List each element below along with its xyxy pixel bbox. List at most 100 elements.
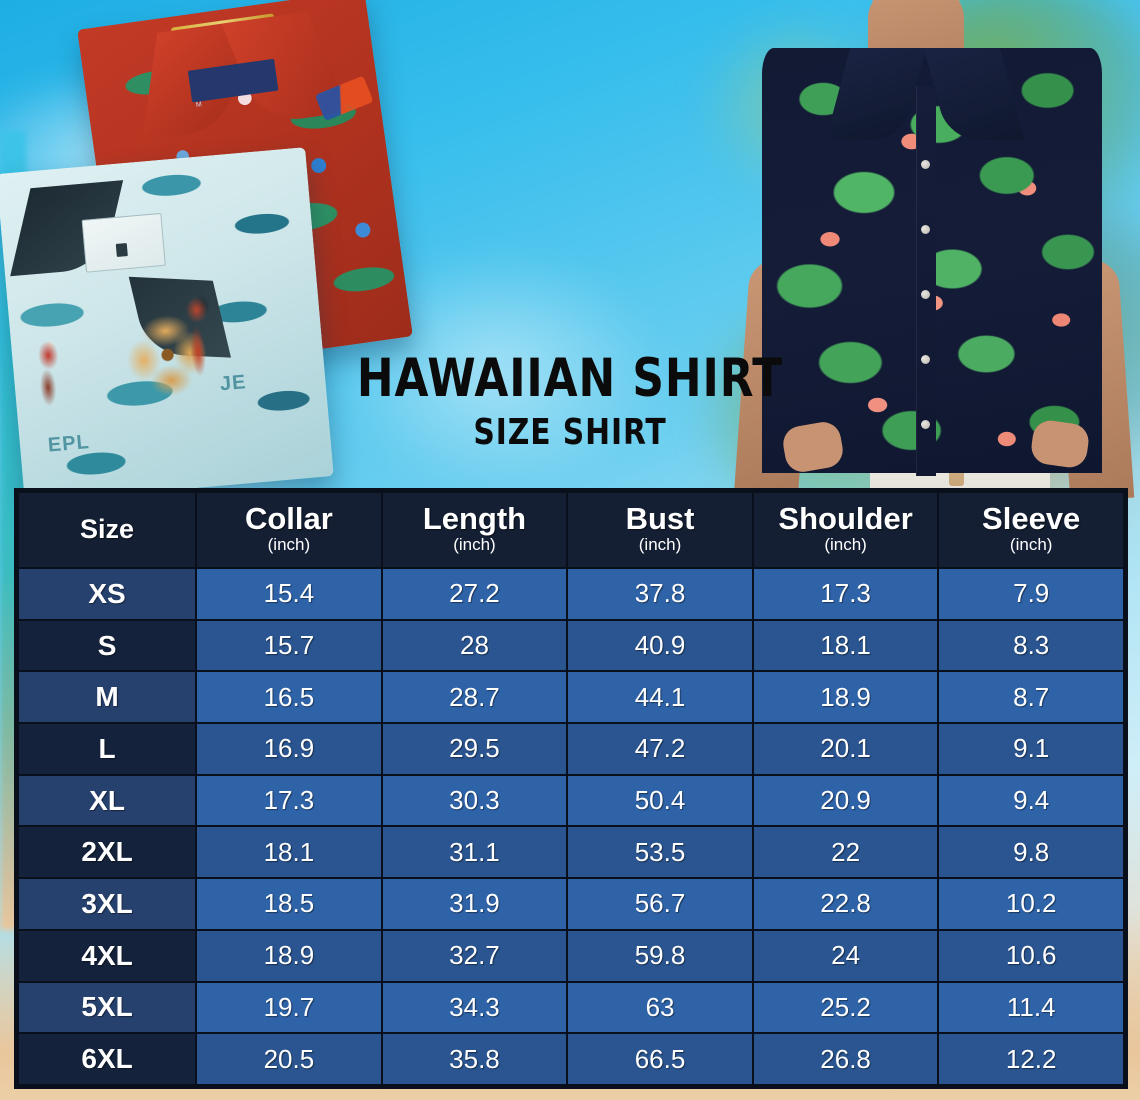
cell-size: 6XL <box>19 1034 196 1084</box>
cell-size: 2XL <box>19 827 196 878</box>
size-chart-table-wrapper: Size Collar (inch) Length (inch) Bust (i… <box>14 488 1128 1089</box>
title-block: HAWAIIAN SHIRT SIZE SHIRT <box>330 352 810 451</box>
column-header-bust: Bust (inch) <box>568 493 752 567</box>
cell-sleeve: 8.3 <box>939 620 1123 671</box>
cell-collar: 20.5 <box>197 1034 381 1084</box>
cell-shoulder: 18.1 <box>753 620 938 671</box>
shirt-button <box>921 290 930 299</box>
cell-bust: 59.8 <box>568 930 752 981</box>
table-row: L 16.9 29.5 47.2 20.1 9.1 <box>19 724 1123 774</box>
cell-size: S <box>19 620 196 671</box>
column-header-collar: Collar (inch) <box>197 493 381 567</box>
cell-shoulder: 20.1 <box>753 724 938 774</box>
print-text: EPL <box>47 431 91 457</box>
cell-bust: 56.7 <box>568 879 752 929</box>
cell-length: 28 <box>382 620 567 671</box>
cell-length: 30.3 <box>382 775 567 826</box>
column-header-shoulder-unit: (inch) <box>824 535 867 555</box>
cell-sleeve: 9.8 <box>939 827 1123 878</box>
cell-bust: 50.4 <box>568 775 752 826</box>
cell-sleeve: 11.4 <box>939 982 1123 1033</box>
cell-sleeve: 12.2 <box>939 1034 1123 1084</box>
cell-sleeve: 9.1 <box>939 724 1123 774</box>
column-header-sleeve-label: Sleeve <box>982 500 1081 536</box>
cell-bust: 66.5 <box>568 1034 752 1084</box>
column-header-length: Length (inch) <box>382 493 567 567</box>
column-header-bust-label: Bust <box>625 500 695 536</box>
table-body: XS 15.4 27.2 37.8 17.3 7.9 S 15.7 28 40.… <box>19 569 1123 1084</box>
cell-length: 28.7 <box>382 672 567 723</box>
cell-size: XS <box>19 569 196 619</box>
cell-collar: 19.7 <box>197 982 381 1033</box>
print-text: JE <box>219 370 248 396</box>
table-header: Size Collar (inch) Length (inch) Bust (i… <box>19 493 1123 567</box>
cell-collar: 18.5 <box>197 879 381 929</box>
cell-size: 4XL <box>19 930 196 981</box>
cell-shoulder: 17.3 <box>753 569 938 619</box>
cell-length: 35.8 <box>382 1034 567 1084</box>
cell-shoulder: 24 <box>753 930 938 981</box>
size-chart-table: Size Collar (inch) Length (inch) Bust (i… <box>17 491 1125 1086</box>
cell-shoulder: 25.2 <box>753 982 938 1033</box>
cell-size: 3XL <box>19 879 196 929</box>
column-header-sleeve: Sleeve (inch) <box>939 493 1123 567</box>
cell-shoulder: 26.8 <box>753 1034 938 1084</box>
cell-collar: 18.9 <box>197 930 381 981</box>
cell-size: XL <box>19 775 196 826</box>
cell-length: 27.2 <box>382 569 567 619</box>
cell-shoulder: 20.9 <box>753 775 938 826</box>
column-header-sleeve-unit: (inch) <box>1009 535 1053 555</box>
column-header-collar-unit: (inch) <box>267 535 311 555</box>
table-row: 5XL 19.7 34.3 63 25.2 11.4 <box>19 982 1123 1033</box>
column-header-length-label: Length <box>422 500 527 536</box>
cell-collar: 15.4 <box>197 569 381 619</box>
table-row: XL 17.3 30.3 50.4 20.9 9.4 <box>19 775 1123 826</box>
column-header-size-label: Size <box>80 513 135 544</box>
cell-bust: 63 <box>568 982 752 1033</box>
cell-size: L <box>19 724 196 774</box>
model-photo <box>720 0 1140 500</box>
size-label-text: M <box>195 100 203 109</box>
cell-length: 34.3 <box>382 982 567 1033</box>
cell-collar: 18.1 <box>197 827 381 878</box>
column-header-size: Size <box>19 493 196 567</box>
cell-sleeve: 7.9 <box>939 569 1123 619</box>
table-row: 3XL 18.5 31.9 56.7 22.8 10.2 <box>19 879 1123 929</box>
table-row: 6XL 20.5 35.8 66.5 26.8 12.2 <box>19 1034 1123 1084</box>
cell-bust: 47.2 <box>568 724 752 774</box>
cell-length: 32.7 <box>382 930 567 981</box>
cell-bust: 53.5 <box>568 827 752 878</box>
shirt-button <box>921 355 930 364</box>
page-title: HAWAIIAN SHIRT <box>356 348 784 409</box>
table-row: S 15.7 28 40.9 18.1 8.3 <box>19 620 1123 671</box>
cell-bust: 44.1 <box>568 672 752 723</box>
cell-length: 31.9 <box>382 879 567 929</box>
column-header-shoulder: Shoulder (inch) <box>753 493 938 567</box>
teal-hawaiian-shirt-folded: EPL JE <box>0 147 334 503</box>
cell-length: 29.5 <box>382 724 567 774</box>
cell-sleeve: 10.2 <box>939 879 1123 929</box>
table-row: M 16.5 28.7 44.1 18.9 8.7 <box>19 672 1123 723</box>
cell-collar: 16.5 <box>197 672 381 723</box>
cell-collar: 15.7 <box>197 620 381 671</box>
column-header-length-unit: (inch) <box>453 535 496 555</box>
cell-collar: 17.3 <box>197 775 381 826</box>
cell-sleeve: 8.7 <box>939 672 1123 723</box>
shirt-button <box>921 225 930 234</box>
page-subtitle: SIZE SHIRT <box>473 412 667 453</box>
table-row: 4XL 18.9 32.7 59.8 24 10.6 <box>19 930 1123 981</box>
column-header-bust-unit: (inch) <box>638 535 682 555</box>
cell-size: 5XL <box>19 982 196 1033</box>
table-row: 2XL 18.1 31.1 53.5 22 9.8 <box>19 827 1123 878</box>
cell-bust: 37.8 <box>568 569 752 619</box>
cell-shoulder: 22 <box>753 827 938 878</box>
cell-sleeve: 10.6 <box>939 930 1123 981</box>
header-row: Size Collar (inch) Length (inch) Bust (i… <box>19 493 1123 567</box>
chest-pocket <box>81 212 166 273</box>
column-header-collar-label: Collar <box>244 500 333 536</box>
cell-bust: 40.9 <box>568 620 752 671</box>
shirt-button <box>921 160 930 169</box>
cell-shoulder: 18.9 <box>753 672 938 723</box>
cell-size: M <box>19 672 196 723</box>
column-header-shoulder-label: Shoulder <box>778 500 913 536</box>
